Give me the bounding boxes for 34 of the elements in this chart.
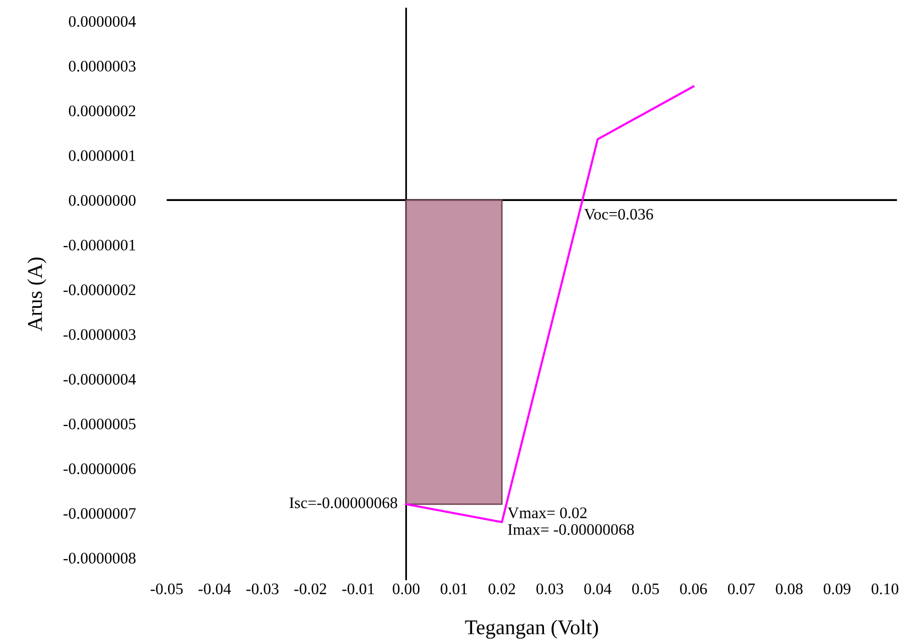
x-tick-label: 0.04 bbox=[584, 583, 612, 594]
annotation: Voc=0.036 bbox=[584, 208, 654, 220]
y-tick-label: -0.0000003 bbox=[64, 329, 136, 340]
x-tick-label: -0.03 bbox=[246, 583, 278, 594]
y-tick-label: 0.0000002 bbox=[68, 106, 136, 116]
y-tick-label: -0.0000001 bbox=[64, 240, 136, 251]
annotation: Isc=-0.00000068 bbox=[290, 497, 398, 508]
y-tick-label: 0.0000001 bbox=[68, 150, 136, 162]
y-tick-label: -0.0000008 bbox=[64, 552, 136, 564]
y-tick-label: -0.0000002 bbox=[64, 284, 136, 296]
x-tick-label: -0.02 bbox=[294, 583, 326, 594]
x-tick-label: 0.06 bbox=[680, 583, 707, 594]
x-tick-label: -0.01 bbox=[342, 583, 374, 594]
x-tick-label: 0.05 bbox=[632, 583, 659, 594]
x-tick-label: -0.05 bbox=[150, 583, 183, 594]
x-tick-label: 0.08 bbox=[776, 583, 803, 594]
y-tick-label: -0.0000006 bbox=[64, 463, 136, 474]
x-axis-title: Tegangan (Volt) bbox=[465, 620, 598, 639]
x-tick-label: 0.03 bbox=[536, 583, 564, 594]
y-tick-label: 0.0000000 bbox=[68, 194, 136, 206]
x-tick-label: 0.10 bbox=[872, 583, 898, 594]
x-tick-label: 0.01 bbox=[440, 583, 468, 594]
x-tick-label: 0.07 bbox=[728, 583, 755, 594]
annotation: Vmax= 0.02 Imax= -0.00000068 bbox=[508, 507, 634, 535]
y-tick-label: -0.0000005 bbox=[64, 418, 136, 430]
y-tick-label: -0.0000004 bbox=[64, 374, 136, 385]
x-tick-label: -0.04 bbox=[198, 583, 231, 594]
y-tick-label: -0.0000007 bbox=[64, 508, 136, 519]
y-axis-title: Arus (A) bbox=[27, 258, 46, 332]
x-tick-label: 0.09 bbox=[824, 583, 850, 594]
y-tick-label: 0.0000004 bbox=[68, 16, 136, 27]
x-tick-label: 0.00 bbox=[392, 583, 420, 594]
y-tick-label: 0.0000003 bbox=[68, 60, 136, 72]
x-tick-label: 0.02 bbox=[488, 583, 515, 594]
